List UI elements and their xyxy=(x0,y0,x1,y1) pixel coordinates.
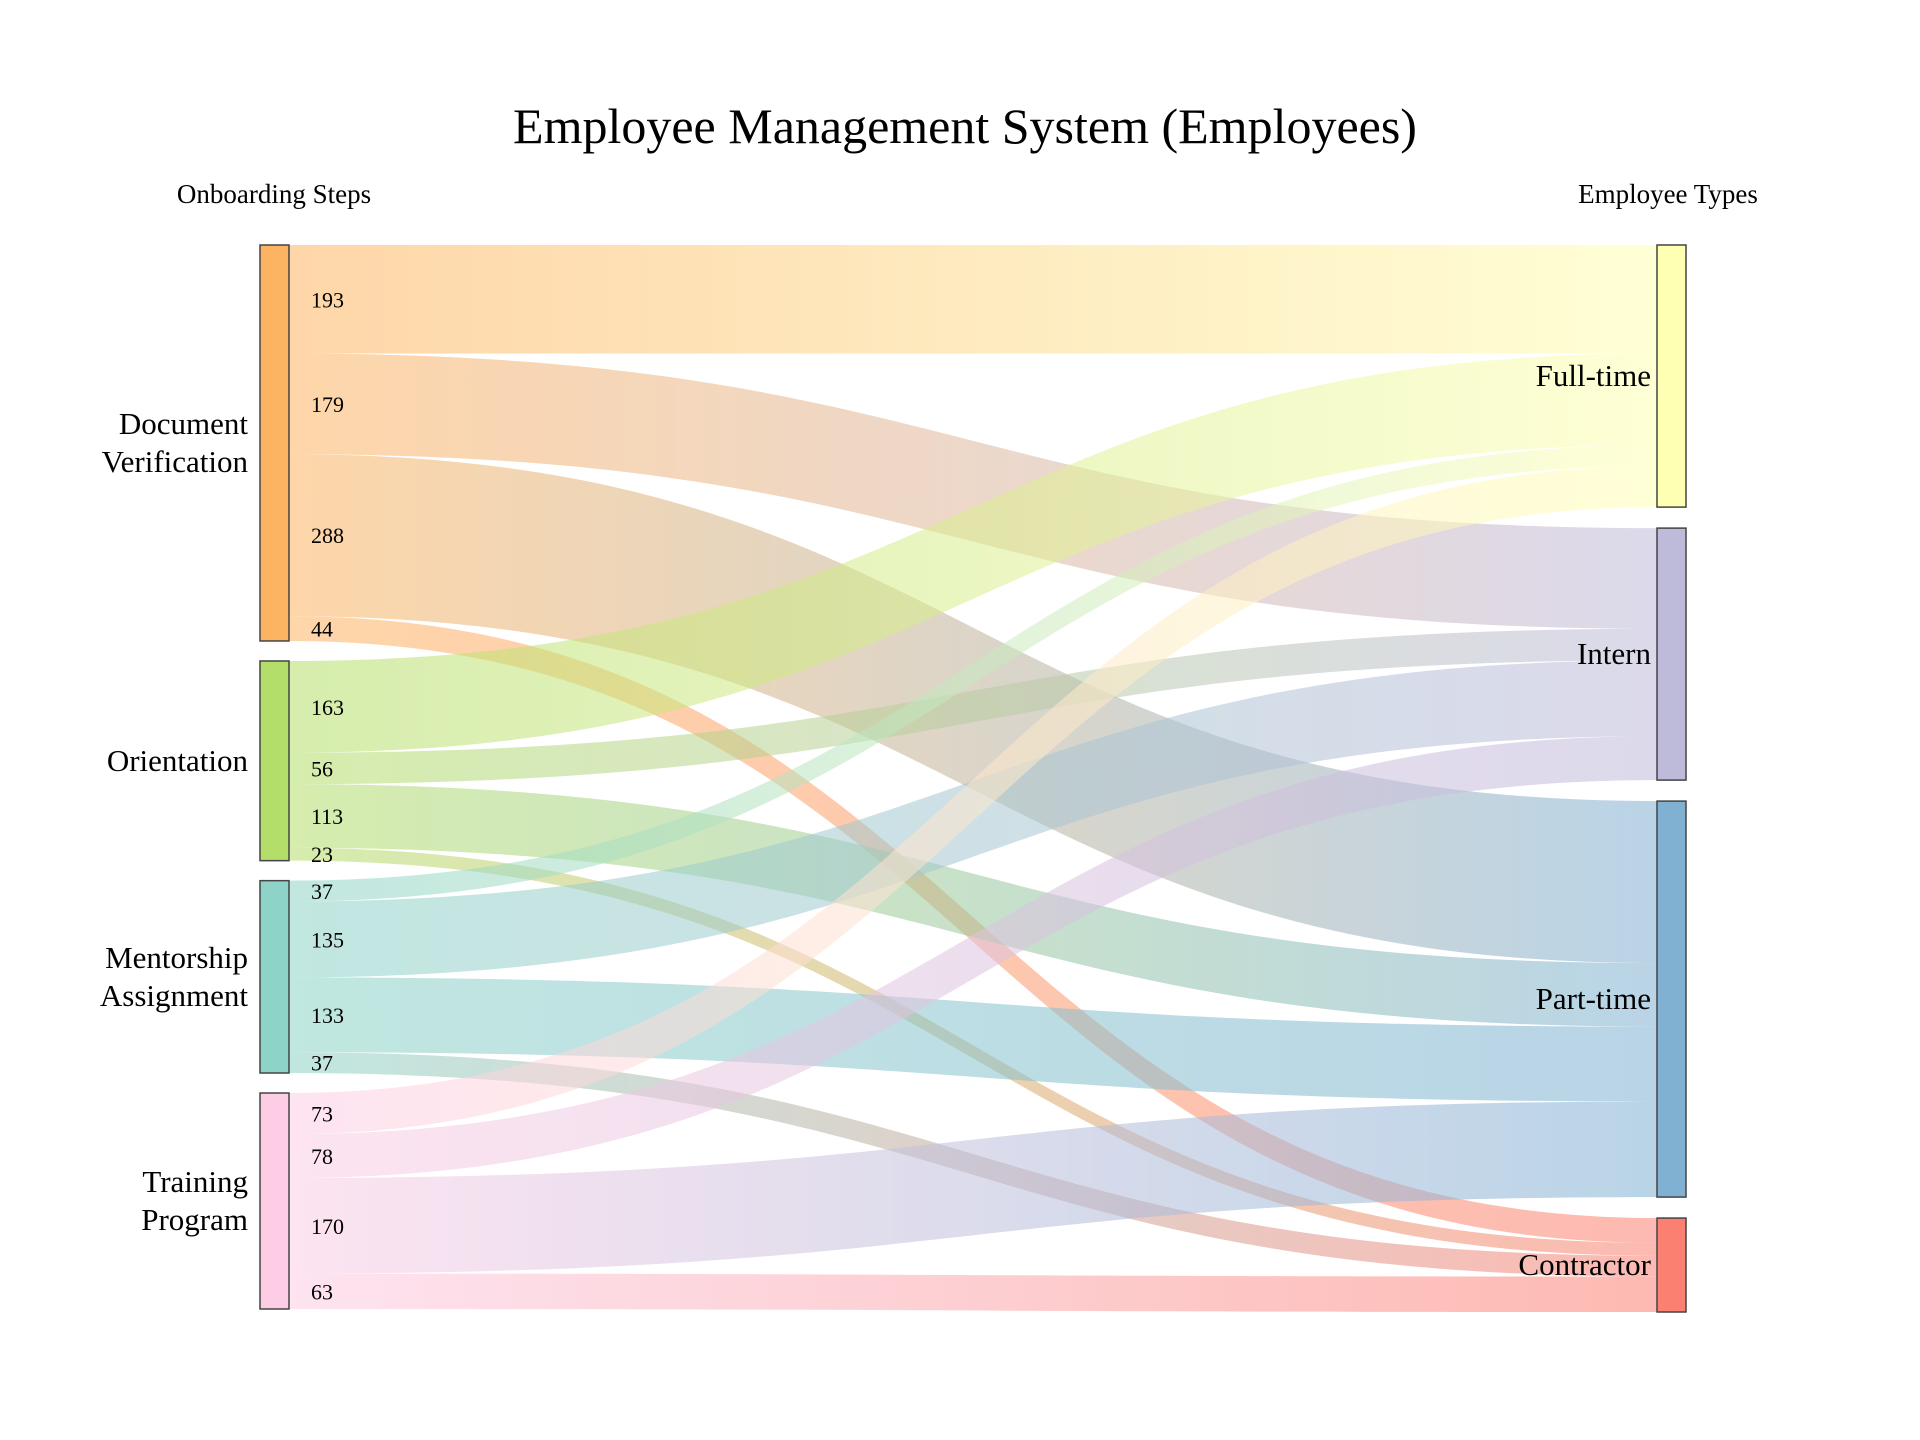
node-intern[interactable] xyxy=(1656,527,1687,781)
node-mentorship-assignment[interactable] xyxy=(259,879,290,1074)
flow-links xyxy=(289,245,1657,1312)
flow-mentorship-assignment-to-part-time[interactable] xyxy=(289,977,1657,1102)
target-column-header: Employee Types xyxy=(1578,179,1758,209)
flow-label-orientation-to-contractor: 23 xyxy=(311,842,333,867)
node-orientation[interactable] xyxy=(259,660,290,862)
flow-document-verification-to-full-time[interactable] xyxy=(289,245,1657,354)
flow-label-orientation-to-intern: 56 xyxy=(311,756,333,781)
flow-label-document-verification-to-part-time: 288 xyxy=(311,523,344,548)
node-label-orientation: Orientation xyxy=(107,743,249,778)
flow-label-document-verification-to-full-time: 193 xyxy=(311,287,344,312)
flow-label-mentorship-assignment-to-part-time: 133 xyxy=(311,1003,344,1028)
flow-label-mentorship-assignment-to-contractor: 37 xyxy=(311,1051,333,1076)
node-document-verification[interactable] xyxy=(259,244,290,642)
flow-label-document-verification-to-contractor: 44 xyxy=(311,617,333,642)
flow-label-mentorship-assignment-to-full-time: 37 xyxy=(311,879,333,904)
flow-label-training-program-to-intern: 78 xyxy=(311,1144,333,1169)
flow-label-orientation-to-full-time: 163 xyxy=(311,695,344,720)
flow-label-training-program-to-contractor: 63 xyxy=(311,1279,333,1304)
flow-training-program-to-contractor[interactable] xyxy=(289,1273,1657,1312)
flow-training-program-to-intern[interactable] xyxy=(289,736,1657,1178)
chart-title: Employee Management System (Employees) xyxy=(513,98,1417,154)
node-label-part-time: Part-time xyxy=(1536,981,1651,1016)
flow-training-program-to-part-time[interactable] xyxy=(289,1101,1657,1274)
source-column-header: Onboarding Steps xyxy=(177,179,371,209)
node-label-document-verification: Document Verification xyxy=(102,406,249,479)
flow-label-document-verification-to-intern: 179 xyxy=(311,392,344,417)
labels: 193 179 288 44 163 56 113 23 37 135 133 37 73 78 170 63… xyxy=(100,287,1652,1304)
flow-label-training-program-to-part-time: 170 xyxy=(311,1214,344,1239)
flow-training-program-to-full-time[interactable] xyxy=(289,466,1657,1135)
flow-label-orientation-to-part-time: 113 xyxy=(311,804,343,829)
node-training-program[interactable] xyxy=(259,1092,290,1310)
flow-orientation-to-full-time[interactable] xyxy=(289,353,1657,753)
flow-label-mentorship-assignment-to-intern: 135 xyxy=(311,927,344,952)
node-label-training-program: Training Program xyxy=(141,1164,248,1237)
node-label-contractor: Contractor xyxy=(1518,1247,1651,1282)
flow-label-training-program-to-full-time: 73 xyxy=(311,1102,333,1127)
flow-mentorship-assignment-to-full-time[interactable] xyxy=(289,445,1657,902)
flow-orientation-to-intern[interactable] xyxy=(289,628,1657,785)
node-full-time[interactable] xyxy=(1656,244,1687,508)
node-label-intern: Intern xyxy=(1577,636,1652,671)
nodes xyxy=(259,244,1687,1313)
node-label-full-time: Full-time xyxy=(1536,358,1651,393)
node-part-time[interactable] xyxy=(1656,800,1687,1198)
node-label-mentorship-assignment: Mentorship Assignment xyxy=(100,940,249,1013)
node-contractor[interactable] xyxy=(1656,1217,1687,1313)
